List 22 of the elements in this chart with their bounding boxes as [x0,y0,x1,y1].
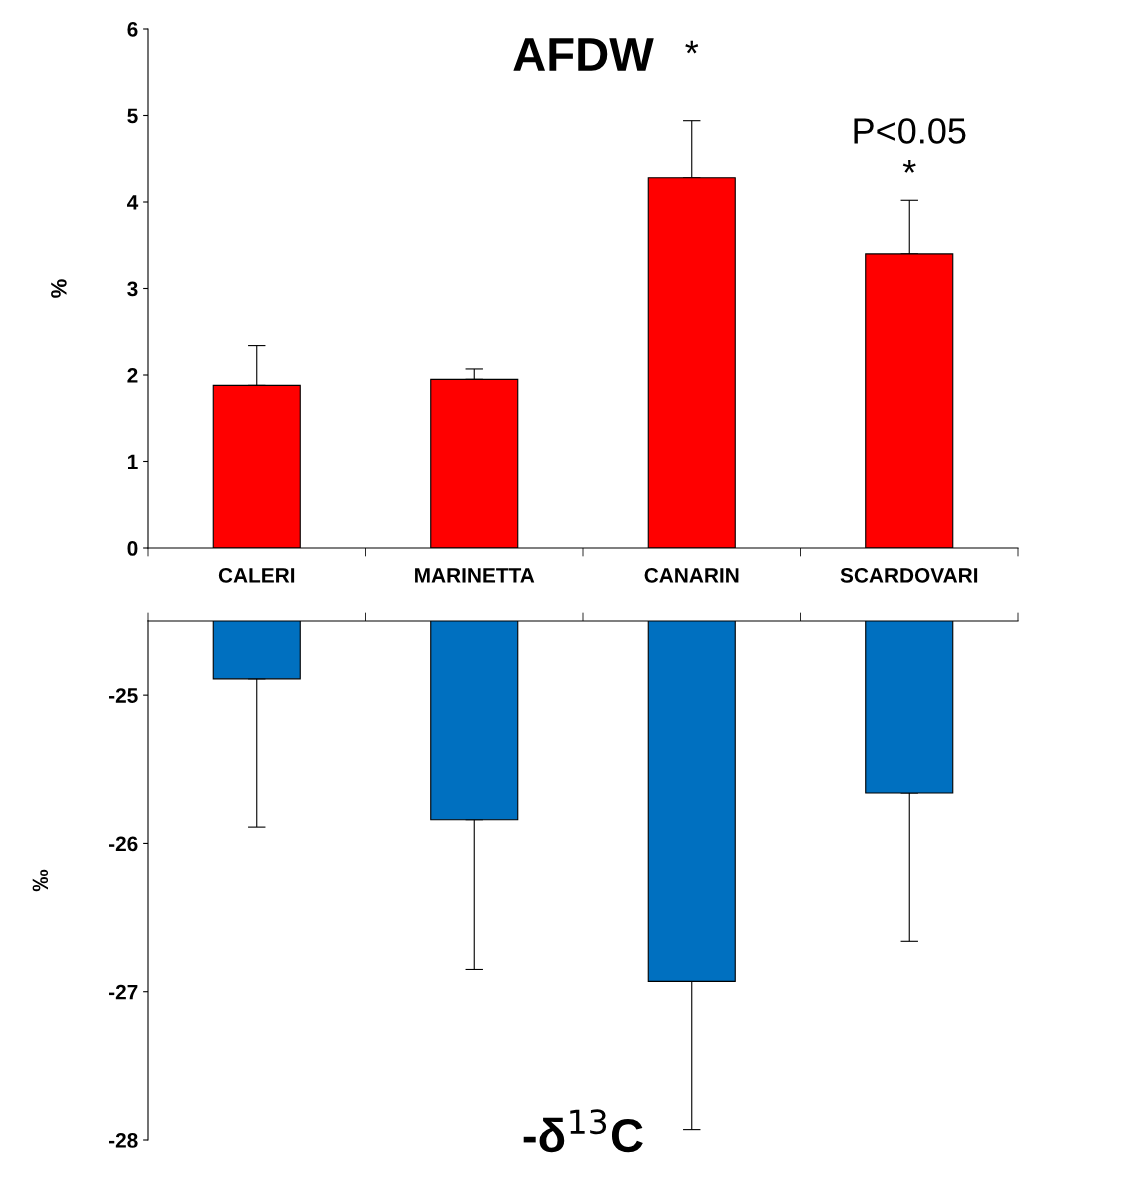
x-tick-label: CANARIN [644,567,739,583]
y-tick-label: 6 [127,22,138,37]
annotation: P<0.05 [854,118,966,144]
y-tick-label: 0 [127,541,138,556]
y-tick-label: 2 [127,368,138,383]
y-tick-label: -26 [108,836,138,852]
y-tick-label: 1 [128,454,138,470]
y-tick-label: -28 [108,1133,138,1148]
y-tick-label: 5 [127,108,138,124]
x-tick-label: SCARDOVARI [840,567,978,583]
y-tick-label: -27 [108,984,138,1000]
annotation: * [902,160,916,173]
annotation: * [685,40,699,54]
y-tick-label: 3 [127,281,138,297]
x-tick-label: MARINETTA [415,568,535,583]
y-tick-label: -25 [108,688,138,703]
x-tick-label: CALERI [218,567,295,583]
x-axis-title: -δ$^{13}$C [523,1109,643,1153]
y-axis-title: ‰ [32,869,49,892]
y-axis-title: % [51,279,67,298]
y-tick-label: 4 [127,195,139,210]
chart-title: AFDW [513,38,654,71]
